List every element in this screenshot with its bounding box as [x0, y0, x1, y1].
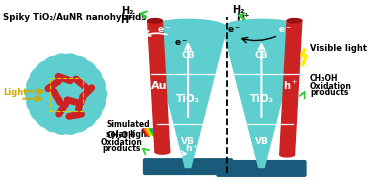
Circle shape [41, 92, 60, 111]
Circle shape [40, 82, 58, 101]
Polygon shape [147, 129, 156, 136]
Text: H⁺: H⁺ [119, 15, 133, 25]
Polygon shape [223, 28, 300, 167]
Circle shape [74, 82, 92, 101]
Circle shape [70, 74, 88, 92]
Circle shape [51, 54, 73, 76]
Circle shape [43, 110, 65, 132]
Circle shape [26, 83, 48, 105]
Polygon shape [144, 129, 154, 136]
Text: CB: CB [255, 51, 268, 60]
Circle shape [51, 112, 73, 134]
Polygon shape [148, 21, 170, 152]
Circle shape [36, 105, 58, 127]
Text: Spiky TiO₂/AuNR nanohybrids: Spiky TiO₂/AuNR nanohybrids [3, 13, 146, 22]
Circle shape [72, 78, 91, 96]
Text: e$^-$: e$^-$ [227, 25, 241, 35]
Bar [50, 78, 83, 111]
Circle shape [44, 74, 62, 92]
Text: VB: VB [255, 137, 268, 146]
Text: Simulated
solar light: Simulated solar light [106, 120, 150, 139]
Circle shape [83, 75, 105, 97]
Ellipse shape [150, 19, 227, 37]
Circle shape [66, 70, 85, 89]
Text: CB: CB [181, 51, 195, 60]
Text: e$^-$: e$^-$ [174, 39, 188, 48]
Text: H₂: H₂ [121, 6, 133, 16]
Circle shape [59, 112, 81, 134]
Polygon shape [142, 129, 151, 136]
Circle shape [47, 99, 66, 118]
Ellipse shape [223, 19, 300, 37]
Ellipse shape [280, 153, 295, 157]
Circle shape [30, 67, 52, 89]
FancyBboxPatch shape [144, 159, 233, 174]
Text: TiO₂: TiO₂ [249, 94, 273, 104]
Circle shape [59, 54, 81, 76]
Text: products: products [310, 88, 348, 97]
Circle shape [67, 110, 89, 132]
Circle shape [72, 92, 91, 111]
Circle shape [84, 83, 106, 105]
Circle shape [52, 68, 70, 87]
Circle shape [67, 57, 89, 78]
Circle shape [80, 67, 102, 89]
Text: h$^+$: h$^+$ [186, 142, 200, 154]
Circle shape [40, 87, 58, 106]
Text: products: products [102, 144, 140, 153]
Text: TiO₂: TiO₂ [176, 94, 200, 104]
Circle shape [49, 77, 83, 111]
Circle shape [74, 87, 92, 106]
FancyBboxPatch shape [217, 161, 306, 176]
Ellipse shape [155, 150, 170, 154]
Text: e$^-$: e$^-$ [278, 25, 292, 35]
Circle shape [66, 99, 85, 118]
Circle shape [36, 61, 58, 83]
Polygon shape [149, 129, 158, 136]
Ellipse shape [148, 19, 162, 23]
Text: Visible light: Visible light [310, 44, 367, 53]
Text: h$^+$: h$^+$ [283, 79, 298, 92]
Circle shape [43, 57, 65, 78]
Polygon shape [280, 21, 302, 155]
Text: H₂: H₂ [232, 5, 245, 15]
Circle shape [62, 68, 80, 87]
Circle shape [57, 102, 75, 121]
Circle shape [70, 96, 88, 115]
Text: Light: Light [3, 88, 27, 97]
Circle shape [74, 105, 96, 127]
Text: Oxidation: Oxidation [100, 138, 142, 147]
Polygon shape [150, 28, 227, 167]
Text: Oxidation: Oxidation [310, 82, 352, 91]
Circle shape [80, 99, 102, 121]
Circle shape [52, 101, 70, 120]
Text: VB: VB [181, 137, 195, 146]
Text: Au: Au [151, 81, 167, 91]
Circle shape [27, 91, 49, 113]
Circle shape [62, 101, 80, 120]
Ellipse shape [223, 19, 300, 37]
Ellipse shape [150, 19, 227, 37]
Text: CH₃OH: CH₃OH [310, 74, 339, 83]
Text: CH₃OH: CH₃OH [107, 131, 135, 140]
Circle shape [41, 78, 60, 96]
Ellipse shape [287, 19, 302, 23]
Circle shape [47, 70, 66, 89]
Text: H⁺: H⁺ [236, 13, 250, 23]
Circle shape [27, 75, 49, 97]
Text: e$^-$: e$^-$ [157, 25, 171, 35]
Polygon shape [151, 129, 161, 136]
Circle shape [44, 96, 62, 115]
Circle shape [74, 61, 96, 83]
Circle shape [30, 99, 52, 121]
Circle shape [57, 68, 75, 86]
Circle shape [83, 91, 105, 113]
